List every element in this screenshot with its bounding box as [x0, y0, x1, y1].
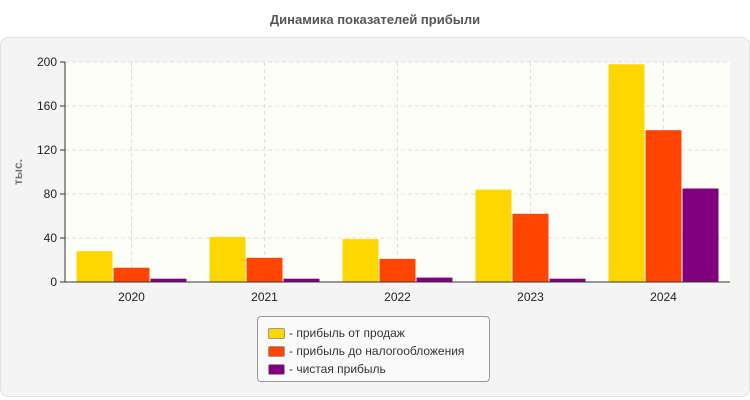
legend-swatch: [268, 345, 285, 357]
bar: [549, 278, 586, 282]
legend-item: - чистая прибыль: [258, 360, 489, 378]
x-tick-label: 2020: [118, 290, 145, 304]
x-tick-label: 2022: [384, 290, 411, 304]
bar: [246, 257, 283, 282]
bar: [512, 213, 549, 282]
x-tick-label: 2023: [517, 290, 544, 304]
y-tick-label: 0: [50, 275, 57, 289]
x-tick-label: 2021: [251, 290, 278, 304]
bar: [475, 189, 512, 282]
legend-label: - прибыль от продаж: [289, 326, 405, 340]
legend: - прибыль от продаж - прибыль до налогоо…: [257, 316, 490, 382]
legend-swatch: [268, 363, 285, 375]
y-tick-label: 120: [37, 143, 57, 157]
y-tick-label: 200: [37, 55, 57, 69]
bar: [379, 258, 416, 282]
bar: [682, 188, 719, 282]
bar: [283, 278, 320, 282]
bar: [113, 267, 150, 282]
bar: [608, 64, 645, 282]
y-tick-label: 40: [44, 231, 58, 245]
bar: [150, 278, 187, 282]
legend-item: - прибыль до налогообложения: [258, 342, 489, 360]
x-tick-label: 2024: [650, 290, 677, 304]
legend-swatch: [268, 327, 285, 339]
y-axis-label: тыс.: [11, 159, 25, 185]
bar: [209, 236, 246, 282]
y-tick-label: 160: [37, 99, 57, 113]
bar: [416, 277, 453, 282]
legend-label: - прибыль до налогообложения: [289, 344, 465, 358]
legend-item: - прибыль от продаж: [258, 324, 489, 342]
bar: [76, 251, 113, 282]
bar: [342, 239, 379, 282]
bar: [645, 130, 682, 282]
y-tick-label: 80: [44, 187, 58, 201]
legend-label: - чистая прибыль: [289, 362, 386, 376]
chart-title: Динамика показателей прибыли: [269, 12, 481, 27]
